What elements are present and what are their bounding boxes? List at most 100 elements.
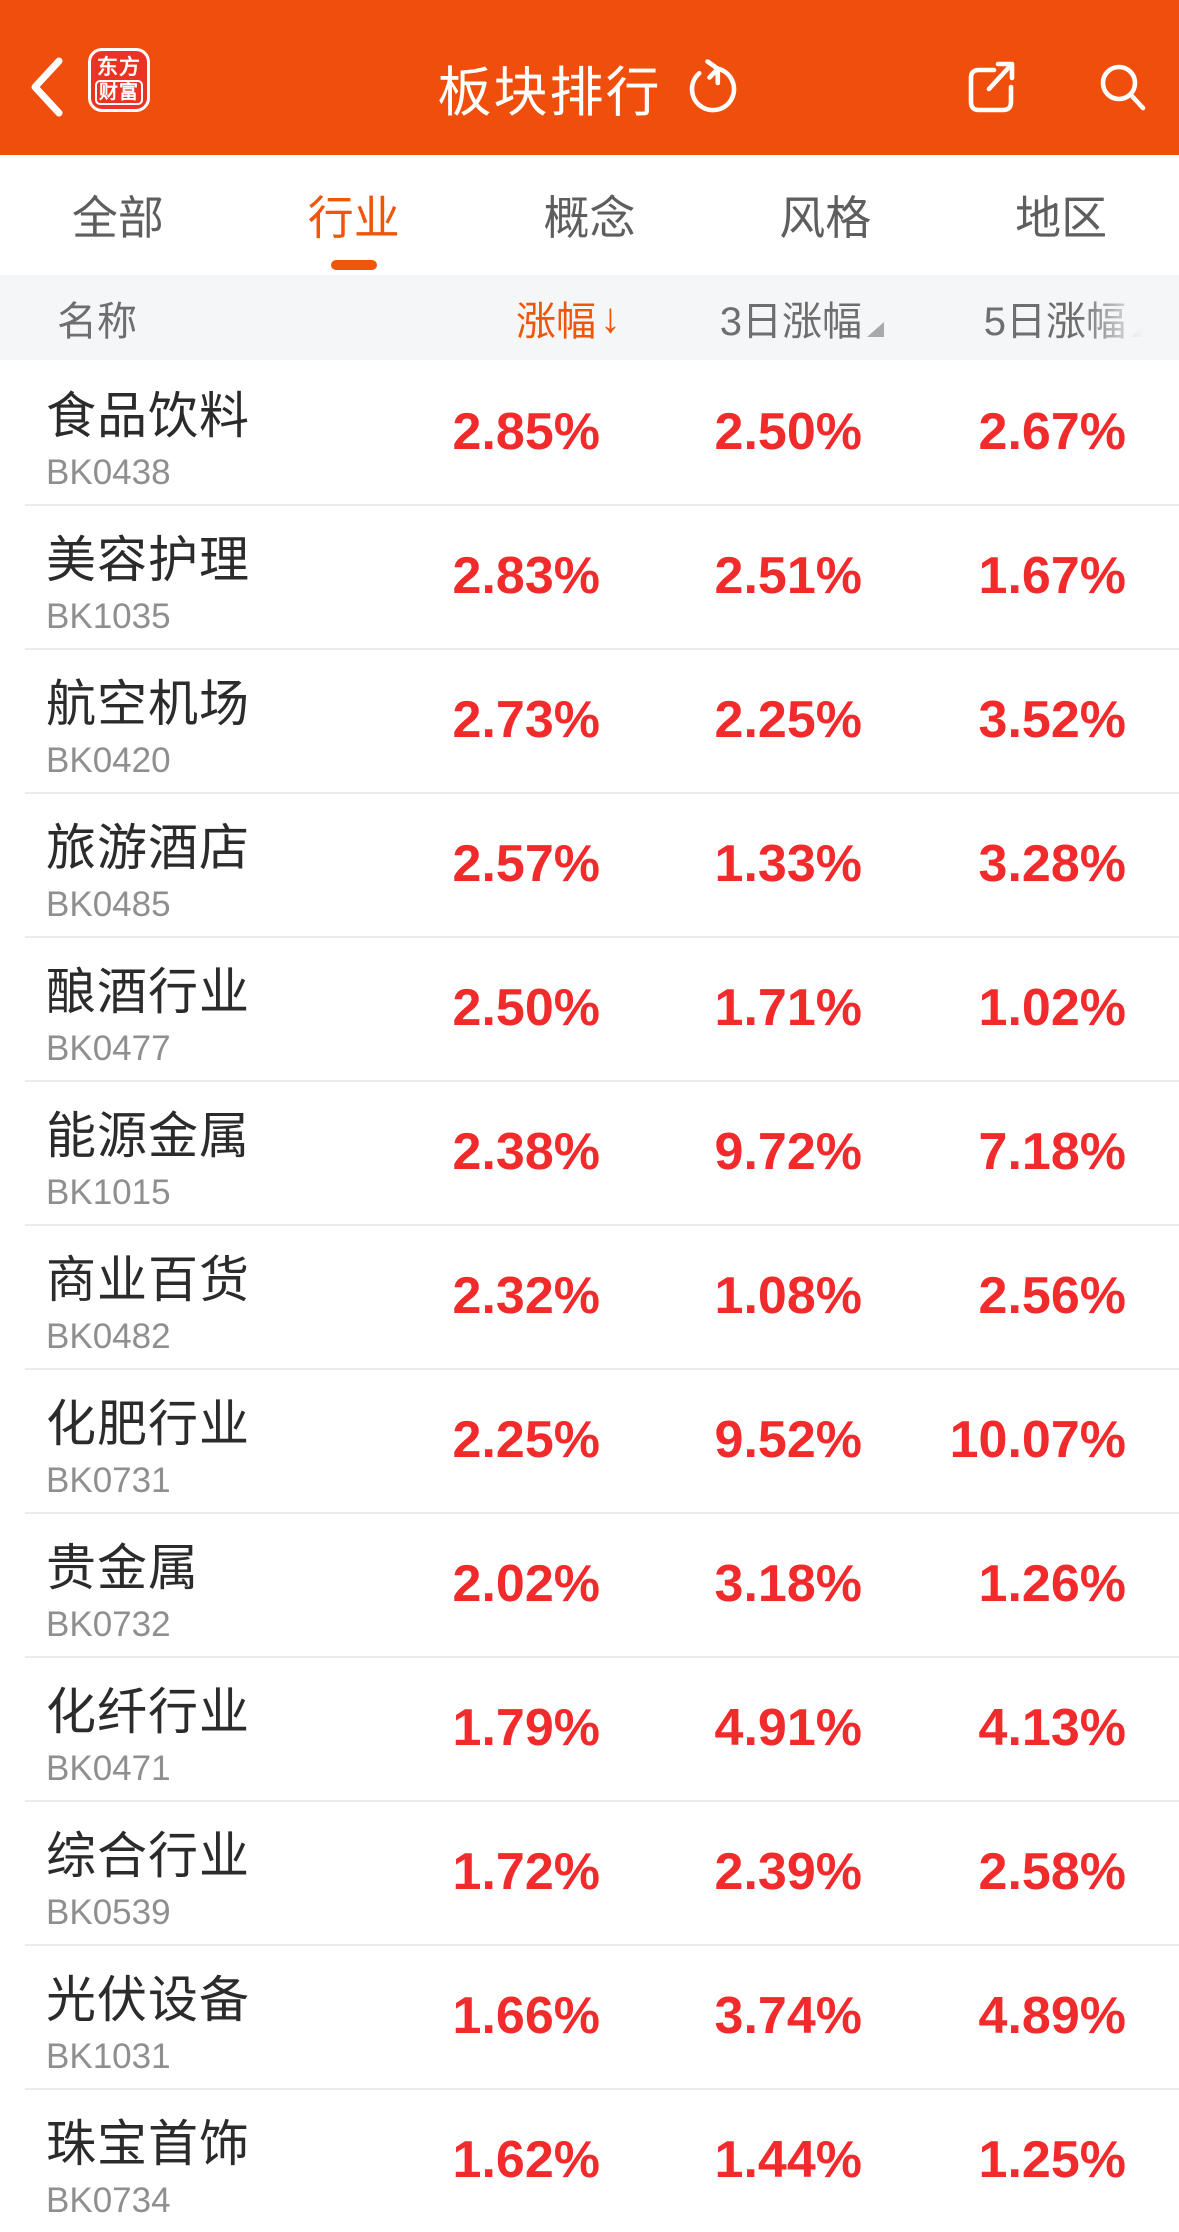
sector-name: 化纤行业 <box>46 1684 250 1740</box>
change-5day-value: 4.13% <box>978 1699 1126 1757</box>
sector-code: BK0420 <box>46 741 171 780</box>
table-row[interactable]: 化纤行业 BK0471 1.79% 4.91% 4.13% <box>0 1656 1179 1800</box>
change-value: 1.79% <box>452 1699 600 1757</box>
sort-corner-icon <box>1131 321 1148 337</box>
change-3day-value: 9.72% <box>714 1123 862 1181</box>
tab-region[interactable]: 地区 <box>1015 192 1108 244</box>
sector-name: 化肥行业 <box>46 1396 250 1452</box>
change-3day-value: 1.08% <box>714 1267 862 1325</box>
change-value: 2.85% <box>452 403 600 461</box>
sector-name: 光伏设备 <box>46 1972 250 2028</box>
sector-code: BK0485 <box>46 885 171 924</box>
table-row[interactable]: 食品饮料 BK0438 2.85% 2.50% 2.67% <box>0 360 1179 504</box>
sector-name: 能源金属 <box>46 1108 250 1164</box>
change-5day-value: 2.58% <box>978 1843 1126 1901</box>
sector-code: BK0539 <box>46 1893 171 1932</box>
change-5day-value: 3.28% <box>978 835 1126 893</box>
change-5day-value: 1.26% <box>978 1555 1126 1613</box>
sector-code: BK1015 <box>46 1173 171 1212</box>
change-value: 2.50% <box>452 979 600 1037</box>
change-value: 2.73% <box>452 691 600 749</box>
sector-name: 综合行业 <box>46 1828 250 1884</box>
sector-code: BK0734 <box>46 2181 171 2220</box>
table-row[interactable]: 商业百货 BK0482 2.32% 1.08% 2.56% <box>0 1224 1179 1368</box>
table-header: 名称 涨幅 ↓ 3日涨幅 5日涨幅 <box>0 275 1179 360</box>
sector-code: BK0732 <box>46 1605 171 1644</box>
search-icon <box>1093 56 1151 118</box>
table-row[interactable]: 航空机场 BK0420 2.73% 2.25% 3.52% <box>0 648 1179 792</box>
refresh-icon <box>684 58 742 116</box>
change-3day-value: 1.71% <box>714 979 862 1037</box>
share-button[interactable] <box>962 56 1020 118</box>
column-header-name: 名称 <box>57 299 137 344</box>
column-header-change-label: 涨幅 <box>516 299 596 344</box>
app-bar: 东方 财富 板块排行 <box>0 0 1179 155</box>
change-value: 2.32% <box>452 1267 600 1325</box>
chevron-left-icon <box>28 56 64 118</box>
column-header-change-5day[interactable]: 5日涨幅 <box>862 289 1148 347</box>
change-value: 1.66% <box>452 1987 600 2045</box>
refresh-button[interactable] <box>684 58 742 116</box>
logo-text-bottom: 财富 <box>94 79 143 105</box>
change-5day-value: 7.18% <box>978 1123 1126 1181</box>
sector-name: 美容护理 <box>46 532 250 588</box>
sector-code: BK0471 <box>46 1749 171 1788</box>
table-row[interactable]: 珠宝首饰 BK0734 1.62% 1.44% 1.25% <box>0 2088 1179 2232</box>
table-row[interactable]: 旅游酒店 BK0485 2.57% 1.33% 3.28% <box>0 792 1179 936</box>
change-5day-value: 4.89% <box>978 1987 1126 2045</box>
share-external-icon <box>962 56 1020 118</box>
eastmoney-logo[interactable]: 东方 财富 <box>88 48 150 112</box>
column-header-change-5day-label: 5日涨幅 <box>983 299 1126 344</box>
table-row[interactable]: 酿酒行业 BK0477 2.50% 1.71% 1.02% <box>0 936 1179 1080</box>
tab-all[interactable]: 全部 <box>71 192 164 244</box>
tab-style[interactable]: 风格 <box>779 192 872 244</box>
column-header-change-3day[interactable]: 3日涨幅 <box>600 289 884 347</box>
change-value: 2.02% <box>452 1555 600 1613</box>
table-row[interactable]: 光伏设备 BK1031 1.66% 3.74% 4.89% <box>0 1944 1179 2088</box>
search-button[interactable] <box>1093 56 1151 118</box>
back-button[interactable] <box>24 50 68 124</box>
tab-concept[interactable]: 概念 <box>543 192 636 244</box>
sector-table-body: 食品饮料 BK0438 2.85% 2.50% 2.67% 美容护理 BK103… <box>0 360 1179 2232</box>
table-row[interactable]: 贵金属 BK0732 2.02% 3.18% 1.26% <box>0 1512 1179 1656</box>
sector-name: 酿酒行业 <box>46 964 250 1020</box>
change-3day-value: 1.33% <box>714 835 862 893</box>
sort-corner-icon <box>867 321 884 337</box>
category-tabs: 全部 行业 概念 风格 地区 <box>0 155 1179 275</box>
sector-code: BK1031 <box>46 2037 171 2076</box>
sector-name: 珠宝首饰 <box>46 2116 250 2172</box>
change-5day-value: 10.07% <box>949 1411 1126 1469</box>
change-3day-value: 2.39% <box>714 1843 862 1901</box>
change-5day-value: 2.67% <box>978 403 1126 461</box>
change-3day-value: 3.74% <box>714 1987 862 2045</box>
change-value: 2.38% <box>452 1123 600 1181</box>
change-5day-value: 1.67% <box>978 547 1126 605</box>
table-row[interactable]: 美容护理 BK1035 2.83% 2.51% 1.67% <box>0 504 1179 648</box>
change-value: 1.62% <box>452 2131 600 2189</box>
change-5day-value: 1.02% <box>978 979 1126 1037</box>
change-5day-value: 2.56% <box>978 1267 1126 1325</box>
table-row[interactable]: 能源金属 BK1015 2.38% 9.72% 7.18% <box>0 1080 1179 1224</box>
logo-text-top: 东方 <box>97 55 141 79</box>
change-3day-value: 2.25% <box>714 691 862 749</box>
tab-industry[interactable]: 行业 <box>236 155 472 275</box>
change-5day-value: 1.25% <box>978 2131 1126 2189</box>
sector-name: 旅游酒店 <box>46 820 250 876</box>
table-row[interactable]: 化肥行业 BK0731 2.25% 9.52% 10.07% <box>0 1368 1179 1512</box>
change-5day-value: 3.52% <box>978 691 1126 749</box>
change-value: 2.57% <box>452 835 600 893</box>
change-3day-value: 1.44% <box>714 2131 862 2189</box>
column-header-change[interactable]: 涨幅 ↓ <box>390 289 621 347</box>
sector-name: 贵金属 <box>46 1540 199 1596</box>
sort-descending-icon: ↓ <box>600 293 621 341</box>
sector-name: 商业百货 <box>46 1252 250 1308</box>
change-3day-value: 4.91% <box>714 1699 862 1757</box>
change-3day-value: 2.50% <box>714 403 862 461</box>
column-header-change-3day-label: 3日涨幅 <box>719 299 862 344</box>
table-row[interactable]: 综合行业 BK0539 1.72% 2.39% 2.58% <box>0 1800 1179 1944</box>
change-3day-value: 3.18% <box>714 1555 862 1613</box>
sector-code: BK0482 <box>46 1317 171 1356</box>
change-3day-value: 9.52% <box>714 1411 862 1469</box>
sector-code: BK0438 <box>46 453 171 492</box>
change-value: 1.72% <box>452 1843 600 1901</box>
